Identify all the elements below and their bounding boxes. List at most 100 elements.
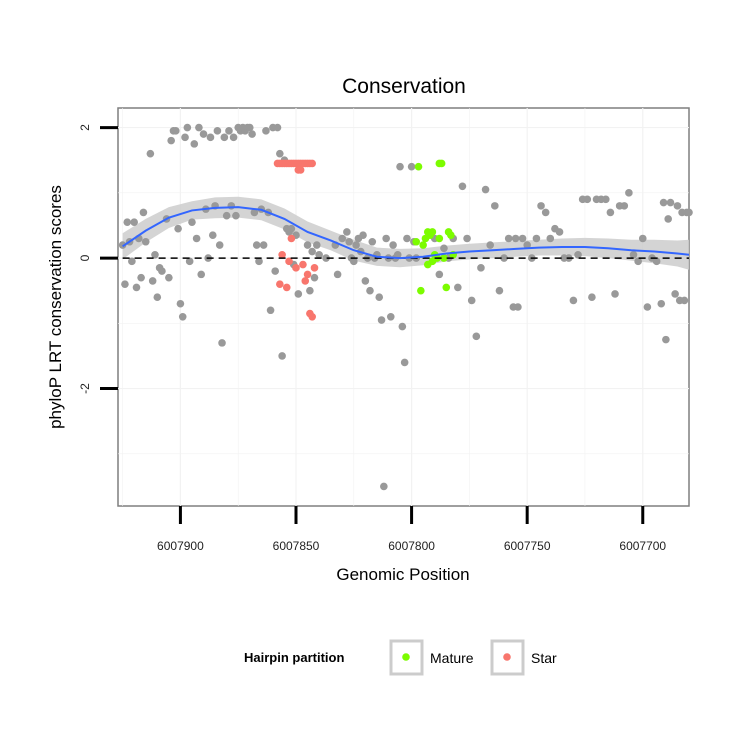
data-point-star [278, 251, 286, 259]
data-point-star [301, 277, 310, 285]
data-point-other [463, 234, 471, 243]
data-point-other [555, 228, 564, 236]
confidence-band [122, 196, 690, 270]
data-point-other [250, 208, 259, 217]
data-point-mature [447, 231, 455, 240]
data-point-other [165, 273, 173, 282]
data-point-other [345, 237, 353, 246]
data-point-other [382, 234, 390, 243]
data-point-other [158, 267, 166, 275]
data-point-other [659, 198, 668, 207]
x-tick-label: 6007750 [504, 539, 551, 553]
data-point-other [389, 241, 397, 249]
data-point-other [276, 149, 284, 158]
data-point-other [287, 224, 296, 233]
data-point-other [685, 208, 693, 217]
data-point-other [294, 290, 303, 298]
x-tick-label: 6007800 [388, 539, 435, 553]
data-point-star [296, 166, 305, 174]
data-point-other [338, 234, 347, 243]
data-point-other [495, 286, 504, 295]
data-point-other [620, 202, 629, 210]
data-point-other [206, 133, 215, 142]
data-point-other [220, 133, 229, 142]
data-point-other [588, 293, 596, 302]
data-point-other [227, 202, 236, 210]
x-axis: 6007900 6007850 6007800 6007750 6007700 [157, 506, 666, 553]
y-tick-label: 2 [78, 124, 92, 131]
data-point-other [629, 251, 638, 259]
data-point-other [178, 312, 187, 321]
points-star-layer [273, 159, 319, 321]
data-point-other [366, 286, 374, 295]
legend-label-mature: Mature [430, 650, 474, 666]
data-point-other [500, 254, 508, 262]
data-point-star [292, 264, 300, 272]
data-point-other [174, 224, 182, 233]
data-point-other [400, 358, 409, 367]
data-point-mature [442, 283, 451, 292]
data-point-other [680, 296, 689, 305]
data-point-other [386, 312, 395, 321]
data-point-other [315, 251, 323, 259]
data-point-other [666, 198, 675, 207]
data-point-other [262, 127, 270, 135]
data-point-other [176, 299, 185, 308]
data-point-other [218, 339, 226, 347]
data-point-other [313, 241, 321, 249]
y-axis: 2 0 -2 [78, 124, 118, 394]
data-point-other [349, 257, 358, 266]
data-point-star [308, 159, 316, 168]
data-point-other [511, 234, 520, 243]
gridlines [118, 108, 689, 506]
smooth-trend-line [122, 206, 690, 260]
data-point-other [454, 283, 462, 292]
data-point-other [146, 149, 155, 158]
data-point-other [183, 123, 192, 132]
data-point-other [141, 237, 150, 246]
data-point-other [541, 208, 550, 217]
data-point-other [213, 127, 222, 135]
data-point-other [123, 218, 132, 226]
data-point-other [118, 241, 127, 249]
data-point-other [185, 257, 194, 266]
data-point-star [287, 234, 296, 243]
data-point-other [153, 293, 162, 302]
data-point-other [393, 251, 402, 259]
data-point-other [671, 290, 679, 298]
data-point-other [532, 234, 541, 243]
data-point-other [664, 215, 672, 223]
data-point-other [151, 251, 159, 259]
data-point-other [403, 234, 411, 243]
data-point-other [148, 277, 157, 285]
data-point-other [537, 202, 545, 210]
data-point-other [361, 277, 370, 285]
data-point-other [574, 251, 582, 259]
data-point-other [197, 270, 206, 279]
legend-label-star: Star [531, 650, 557, 666]
data-point-other [195, 123, 203, 132]
data-point-other [229, 133, 238, 142]
data-point-other [514, 303, 522, 311]
data-point-other [137, 273, 145, 282]
data-point-other [252, 241, 261, 249]
data-point-other [222, 211, 231, 220]
legend-title: Hairpin partition [244, 650, 344, 665]
data-point-star [282, 283, 291, 292]
data-point-mature [437, 159, 446, 168]
data-point-other [121, 280, 129, 288]
data-point-other [232, 211, 240, 220]
data-point-other [215, 241, 224, 249]
data-point-other [273, 123, 282, 132]
data-point-star [310, 264, 319, 272]
data-point-mature [435, 234, 444, 243]
data-point-other [199, 130, 208, 138]
data-point-other [259, 241, 268, 249]
data-point-other [638, 234, 647, 243]
data-point-other [491, 202, 499, 210]
legend-swatch-star [503, 653, 511, 661]
data-point-other [652, 257, 661, 266]
data-point-mature [428, 257, 437, 266]
data-point-other [132, 283, 141, 292]
